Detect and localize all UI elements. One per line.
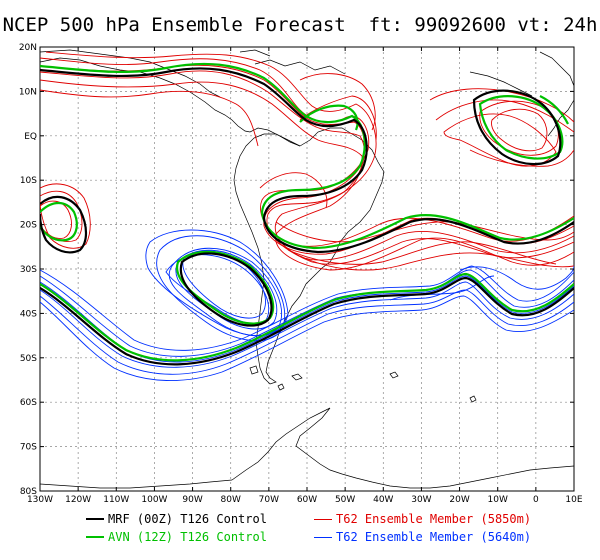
lon-label: 120W — [65, 495, 91, 505]
lon-label: 0 — [533, 495, 539, 505]
legend-swatch-avn — [86, 536, 104, 538]
lat-label: 40S — [20, 309, 37, 319]
lat-label: 30S — [20, 265, 37, 275]
lat-label: 20S — [20, 221, 37, 231]
lon-label: 10E — [565, 495, 582, 505]
legend-swatch-mrf — [86, 518, 104, 520]
lon-label: 80W — [221, 495, 241, 505]
lon-label: 60W — [297, 495, 317, 505]
lon-label: 20W — [449, 495, 469, 505]
legend-label-t62-red: T62 Ensemble Member (5850m) — [336, 512, 532, 526]
lon-label: 40W — [373, 495, 393, 505]
lon-label: 100W — [141, 495, 167, 505]
legend-label-t62-blue: T62 Ensemble Member (5640m) — [336, 530, 532, 544]
lon-label: 90W — [182, 495, 202, 505]
lat-label: 60S — [20, 398, 37, 408]
coastline-central-america — [40, 57, 301, 147]
lon-label: 70W — [259, 495, 279, 505]
legend-swatch-t62-red — [314, 518, 332, 520]
coastline-falklands — [291, 373, 303, 381]
lat-label: 80S — [20, 487, 37, 497]
axis-ticks — [39, 46, 575, 492]
legend-swatch-t62-blue — [314, 536, 332, 538]
latitude-labels: 20N 10N EQ 10S 20S 30S 40S 50S 60S 70S 80S — [19, 43, 37, 497]
lat-label: 10S — [20, 176, 37, 186]
lon-label: 10W — [488, 495, 508, 505]
cutoff-low-blue — [175, 249, 278, 330]
lat-label: 70S — [20, 443, 37, 453]
legend-item-t62-blue: T62 Ensemble Member (5640m) — [314, 530, 531, 544]
lat-label: 20N — [19, 43, 37, 53]
longitude-labels: 130W 120W 110W 100W 90W 80W 70W 60W 50W 40W 30W 20W… — [27, 495, 583, 505]
lat-label: EQ — [24, 132, 37, 142]
lat-label: 10N — [19, 87, 37, 97]
lon-label: 50W — [335, 495, 355, 505]
legend-label-avn: AVN (12Z) T126 Control — [108, 530, 267, 544]
coastline-south-america — [233, 127, 385, 385]
coastline-caribbean — [254, 59, 346, 75]
lon-label: 130W — [27, 495, 53, 505]
legend-item-avn: AVN (12Z) T126 Control — [86, 530, 267, 544]
lat-label: 50S — [20, 354, 37, 364]
coastline-antarctica — [231, 407, 574, 489]
lon-label: 110W — [103, 495, 129, 505]
legend-label-mrf: MRF (00Z) T126 Control — [108, 512, 267, 526]
legend-item-t62-red: T62 Ensemble Member (5850m) — [314, 512, 531, 526]
lon-label: 30W — [411, 495, 431, 505]
mrf-control-contours — [40, 67, 574, 366]
map-title: NCEP 500 hPa Ensemble Forecast ft: 99092… — [2, 14, 598, 36]
legend-item-mrf: MRF (00Z) T126 Control — [86, 512, 267, 526]
coastlines — [40, 49, 574, 489]
